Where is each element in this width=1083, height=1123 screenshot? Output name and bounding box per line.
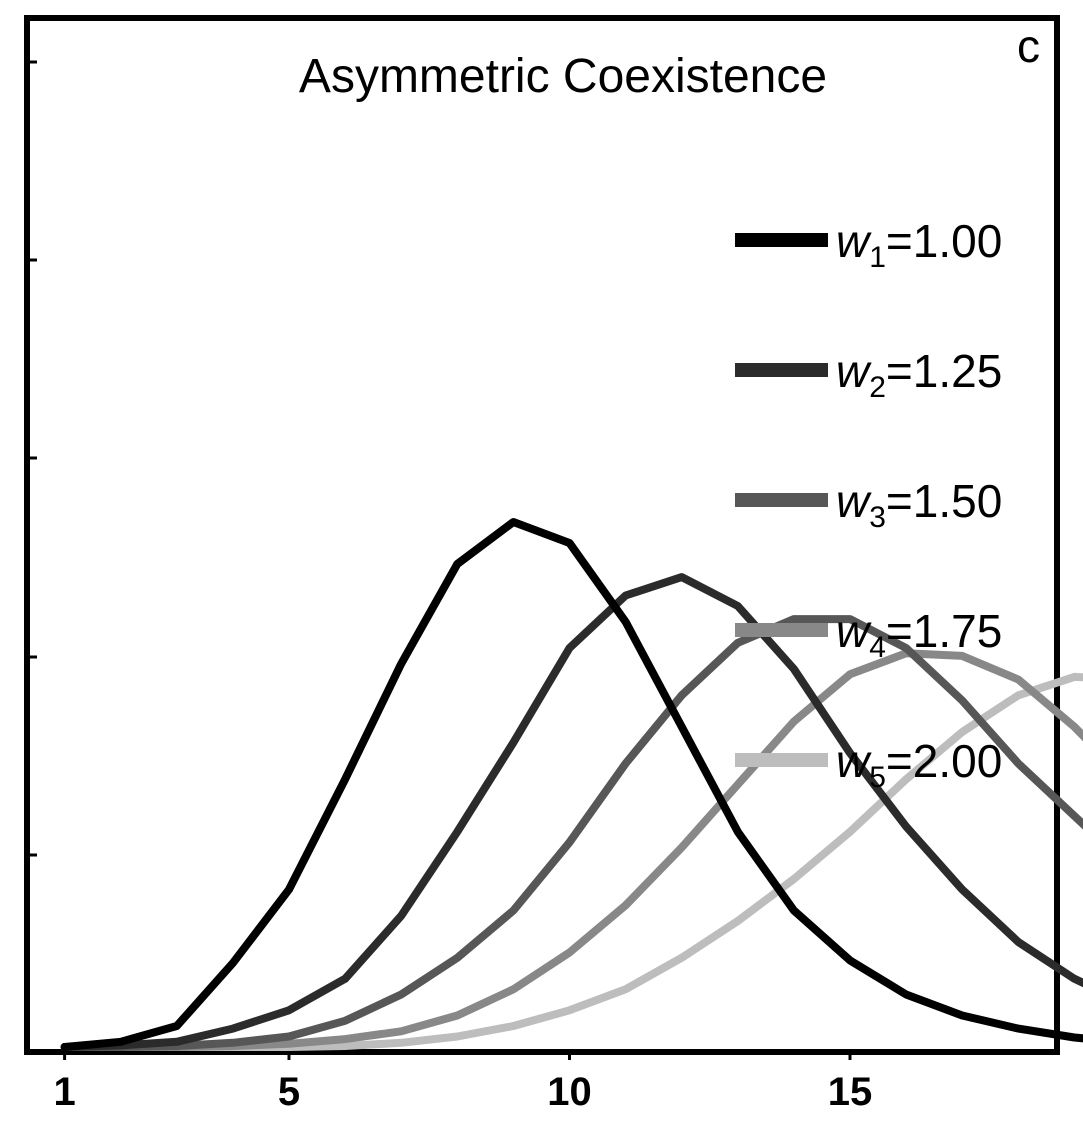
- legend-label-4: w4=1.75: [836, 605, 1002, 664]
- legend-subscript: 4: [869, 631, 886, 664]
- legend-subscript: 1: [869, 241, 886, 274]
- legend-symbol: w: [836, 345, 872, 397]
- legend-symbol: w: [836, 215, 872, 267]
- legend-symbol: w: [836, 735, 872, 787]
- legend-symbol: w: [836, 475, 872, 527]
- series-line-5: [60, 672, 1083, 1051]
- panel-label: c: [1017, 20, 1040, 72]
- legend-label-5: w5=2.00: [836, 735, 1002, 794]
- legend-label-3: w3=1.50: [836, 475, 1002, 534]
- x-axis-ticks: 15101520253035: [53, 1049, 873, 1114]
- legend-subscript: 5: [869, 761, 886, 794]
- legend-subscript: 3: [869, 501, 886, 534]
- legend-subscript: 2: [869, 371, 886, 404]
- legend-value: =1.00: [886, 215, 1002, 267]
- legend-value: =1.25: [886, 345, 1002, 397]
- x-tick-label: 15: [828, 1070, 873, 1114]
- legend-value: =1.75: [886, 605, 1002, 657]
- series-line-4: [60, 649, 1083, 1051]
- x-tick-label: 5: [278, 1070, 300, 1114]
- series-line-2: [60, 573, 1083, 1051]
- chart-title: Asymmetric Coexistence: [299, 50, 827, 103]
- x-tick-label: 1: [53, 1070, 75, 1114]
- legend-label-2: w2=1.25: [836, 345, 1002, 404]
- x-tick-label: 10: [547, 1070, 592, 1114]
- legend-value: =2.00: [886, 735, 1002, 787]
- legend-value: =1.50: [886, 475, 1002, 527]
- legend-symbol: w: [836, 605, 872, 657]
- series-line-3: [60, 615, 1083, 1051]
- series-line-1: [60, 518, 1083, 1051]
- plot-frame: [24, 15, 1060, 1055]
- y-axis-ticks: [30, 60, 37, 857]
- legend-label-1: w1=1.00: [836, 215, 1002, 274]
- series-layer: [60, 518, 1083, 1051]
